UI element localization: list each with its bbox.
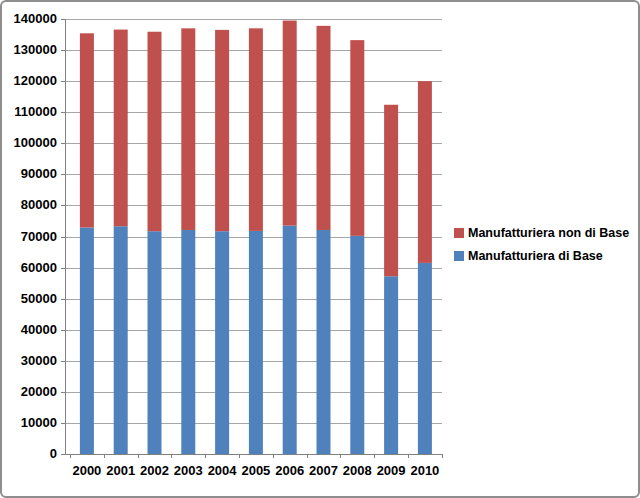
bar-segment-non-di-base bbox=[181, 28, 195, 230]
y-tick-label: 20000 bbox=[5, 384, 57, 400]
y-tick-label: 100000 bbox=[5, 135, 57, 151]
y-tick-label: 110000 bbox=[5, 104, 57, 120]
y-tick-label: 90000 bbox=[5, 166, 57, 182]
bar-segment-non-di-base bbox=[384, 105, 398, 277]
bar-segment-di-base bbox=[418, 263, 432, 454]
bar-segment-di-base bbox=[181, 230, 195, 454]
bar-segment-di-base bbox=[283, 226, 297, 454]
y-tick-label: 0 bbox=[5, 446, 57, 462]
y-tick-label: 40000 bbox=[5, 322, 57, 338]
legend: Manufatturiera non di Base Manufatturier… bbox=[454, 226, 629, 263]
y-tick-label: 70000 bbox=[5, 229, 57, 245]
y-tick-label: 140000 bbox=[5, 11, 57, 27]
bar-segment-non-di-base bbox=[114, 30, 128, 227]
legend-swatch-blue-icon bbox=[454, 251, 464, 261]
legend-label-di-base: Manufatturiera di Base bbox=[468, 249, 603, 263]
bar-segment-di-base bbox=[215, 231, 229, 454]
bar-segment-di-base bbox=[249, 231, 263, 454]
y-tick-label: 60000 bbox=[5, 260, 57, 276]
y-tick-label: 50000 bbox=[5, 291, 57, 307]
y-tick-label: 30000 bbox=[5, 353, 57, 369]
bar-segment-di-base bbox=[148, 231, 162, 454]
x-tick-label: 2010 bbox=[405, 463, 445, 479]
bar-segment-non-di-base bbox=[283, 21, 297, 226]
chart-frame: 0 10000 20000 30000 40000 50000 60000 70000 8000… bbox=[0, 0, 640, 498]
legend-item-non-di-base: Manufatturiera non di Base bbox=[454, 226, 629, 240]
bar-segment-di-base bbox=[80, 227, 94, 454]
y-tick-label: 80000 bbox=[5, 197, 57, 213]
bar-segment-non-di-base bbox=[215, 30, 229, 231]
legend-item-di-base: Manufatturiera di Base bbox=[454, 249, 629, 263]
bar-segment-di-base bbox=[384, 276, 398, 454]
legend-label-non-di-base: Manufatturiera non di Base bbox=[468, 226, 629, 240]
y-tick-label: 120000 bbox=[5, 73, 57, 89]
legend-swatch-red-icon bbox=[454, 228, 464, 238]
bar-segment-non-di-base bbox=[418, 81, 432, 263]
bar-segment-non-di-base bbox=[80, 33, 94, 227]
bar-segment-di-base bbox=[317, 230, 331, 454]
bar-segment-non-di-base bbox=[317, 26, 331, 230]
y-tick-label: 130000 bbox=[5, 42, 57, 58]
y-tick-label: 10000 bbox=[5, 415, 57, 431]
bar-segment-di-base bbox=[114, 226, 128, 454]
bar-segment-non-di-base bbox=[249, 28, 263, 231]
bar-segment-non-di-base bbox=[148, 32, 162, 231]
bar-segment-di-base bbox=[350, 236, 364, 454]
bar-segment-non-di-base bbox=[350, 40, 364, 236]
